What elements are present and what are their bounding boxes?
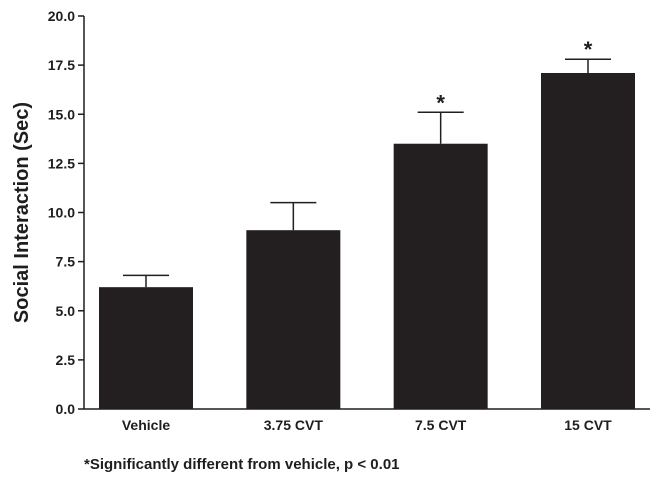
bar-1: [246, 230, 341, 409]
bar-2: [393, 143, 488, 409]
bar-0: [99, 287, 193, 409]
x-tick-label-3: 15 CVT: [564, 417, 612, 433]
y-tick-label: 7.5: [56, 254, 76, 270]
y-tick-label: 12.5: [48, 155, 75, 171]
x-tick-label-1: 3.75 CVT: [264, 417, 324, 433]
y-tick-label: 2.5: [56, 352, 76, 368]
y-tick-label: 10.0: [48, 205, 75, 221]
significance-marker-2: *: [436, 90, 445, 115]
x-tick-label-2: 7.5 CVT: [415, 417, 467, 433]
x-tick-label-0: Vehicle: [122, 417, 170, 433]
significance-marker-3: *: [584, 37, 593, 62]
y-tick-label: 15.0: [48, 106, 75, 122]
y-axis-label-group: Social Interaction (Sec): [11, 102, 33, 323]
error-bars: [123, 58, 611, 288]
tick-labels: 0.0 2.5 5.0 7.5 10.0 12.5 15.0 17.5 20.0 Vehicle 3…: [48, 8, 612, 433]
significance-markers: **: [436, 37, 592, 115]
y-tick-label: 17.5: [48, 57, 75, 73]
footnote: *Significantly different from vehicle, p…: [84, 456, 400, 473]
y-tick-label: 20.0: [48, 8, 75, 24]
y-axis-title: Social Interaction (Sec): [11, 102, 33, 323]
bar-3: [541, 72, 635, 410]
bars: [99, 72, 635, 410]
y-tick-label: 5.0: [56, 303, 76, 319]
y-tick-label: 0.0: [56, 401, 76, 417]
